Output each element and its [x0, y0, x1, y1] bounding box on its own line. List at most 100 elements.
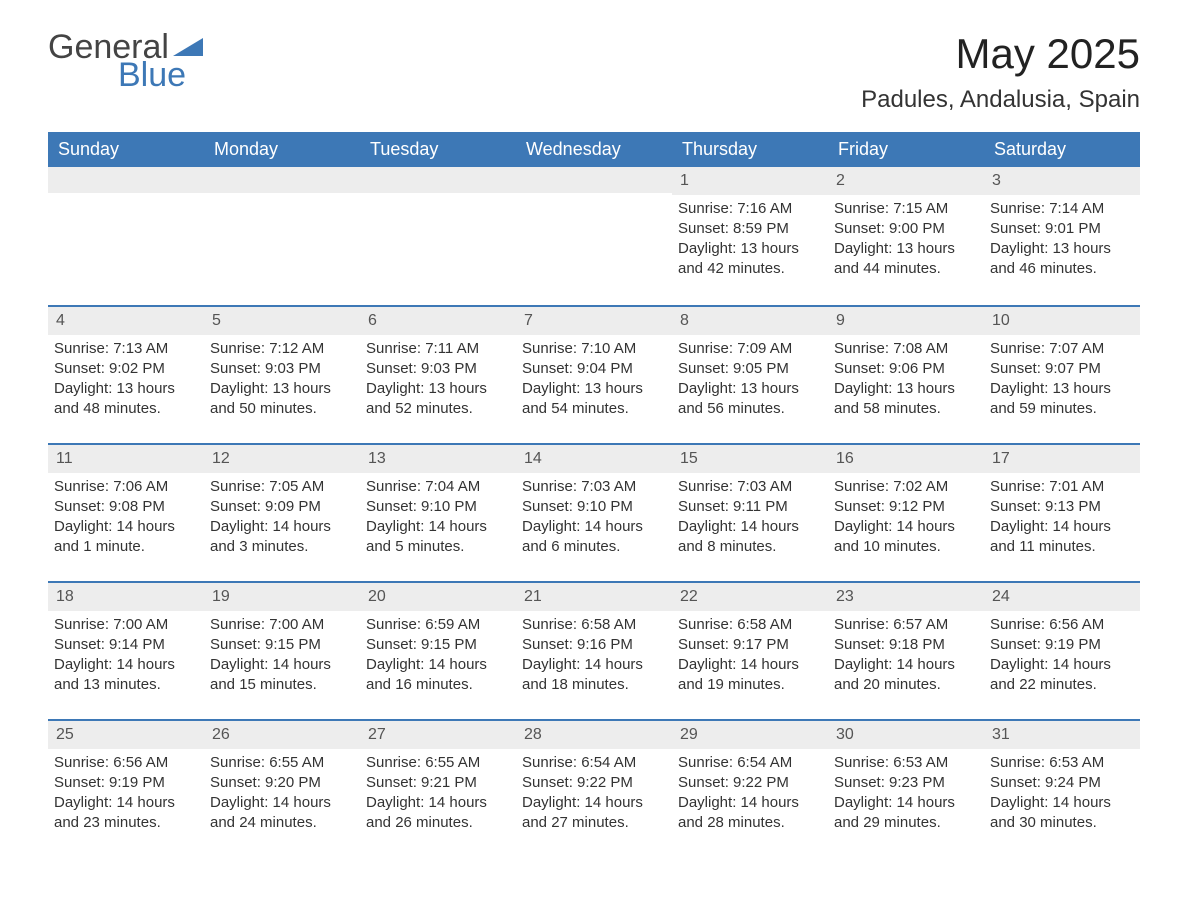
calendar-day: 27Sunrise: 6:55 AMSunset: 9:21 PMDayligh… — [360, 721, 516, 857]
day-header: Tuesday — [360, 132, 516, 167]
calendar-day: 16Sunrise: 7:02 AMSunset: 9:12 PMDayligh… — [828, 445, 984, 581]
calendar-day: 20Sunrise: 6:59 AMSunset: 9:15 PMDayligh… — [360, 583, 516, 719]
logo: General Blue — [48, 30, 203, 92]
sunset: Sunset: 9:19 PM — [54, 773, 198, 793]
daylight: Daylight: 13 hours and 46 minutes. — [990, 239, 1134, 280]
calendar-week: 4Sunrise: 7:13 AMSunset: 9:02 PMDaylight… — [48, 305, 1140, 443]
day-number — [516, 167, 672, 193]
sunrise: Sunrise: 6:55 AM — [366, 753, 510, 773]
calendar-day: 13Sunrise: 7:04 AMSunset: 9:10 PMDayligh… — [360, 445, 516, 581]
title-block: May 2025 Padules, Andalusia, Spain — [861, 30, 1140, 114]
daylight: Daylight: 13 hours and 54 minutes. — [522, 379, 666, 420]
day-header: Friday — [828, 132, 984, 167]
day-header: Saturday — [984, 132, 1140, 167]
sunrise: Sunrise: 6:56 AM — [54, 753, 198, 773]
daylight: Daylight: 14 hours and 29 minutes. — [834, 793, 978, 834]
calendar-day: 29Sunrise: 6:54 AMSunset: 9:22 PMDayligh… — [672, 721, 828, 857]
day-details: Sunrise: 7:06 AMSunset: 9:08 PMDaylight:… — [48, 473, 204, 568]
calendar-day: 31Sunrise: 6:53 AMSunset: 9:24 PMDayligh… — [984, 721, 1140, 857]
calendar-day: 11Sunrise: 7:06 AMSunset: 9:08 PMDayligh… — [48, 445, 204, 581]
sunrise: Sunrise: 7:10 AM — [522, 339, 666, 359]
calendar-day: 2Sunrise: 7:15 AMSunset: 9:00 PMDaylight… — [828, 167, 984, 305]
day-details — [516, 193, 672, 207]
day-number: 11 — [48, 445, 204, 473]
day-number: 21 — [516, 583, 672, 611]
calendar-day: 17Sunrise: 7:01 AMSunset: 9:13 PMDayligh… — [984, 445, 1140, 581]
daylight: Daylight: 13 hours and 56 minutes. — [678, 379, 822, 420]
day-details: Sunrise: 7:12 AMSunset: 9:03 PMDaylight:… — [204, 335, 360, 430]
calendar-day: 23Sunrise: 6:57 AMSunset: 9:18 PMDayligh… — [828, 583, 984, 719]
day-number: 30 — [828, 721, 984, 749]
day-number: 9 — [828, 307, 984, 335]
calendar-day: 9Sunrise: 7:08 AMSunset: 9:06 PMDaylight… — [828, 307, 984, 443]
daylight: Daylight: 14 hours and 26 minutes. — [366, 793, 510, 834]
daylight: Daylight: 14 hours and 23 minutes. — [54, 793, 198, 834]
sunrise: Sunrise: 6:54 AM — [522, 753, 666, 773]
day-details: Sunrise: 7:01 AMSunset: 9:13 PMDaylight:… — [984, 473, 1140, 568]
calendar-day: 28Sunrise: 6:54 AMSunset: 9:22 PMDayligh… — [516, 721, 672, 857]
calendar-day — [360, 167, 516, 305]
day-details: Sunrise: 7:08 AMSunset: 9:06 PMDaylight:… — [828, 335, 984, 430]
day-details: Sunrise: 6:59 AMSunset: 9:15 PMDaylight:… — [360, 611, 516, 706]
day-number: 3 — [984, 167, 1140, 195]
daylight: Daylight: 14 hours and 24 minutes. — [210, 793, 354, 834]
day-details: Sunrise: 7:13 AMSunset: 9:02 PMDaylight:… — [48, 335, 204, 430]
daylight: Daylight: 14 hours and 22 minutes. — [990, 655, 1134, 696]
day-number: 19 — [204, 583, 360, 611]
day-details: Sunrise: 7:14 AMSunset: 9:01 PMDaylight:… — [984, 195, 1140, 290]
daylight: Daylight: 13 hours and 59 minutes. — [990, 379, 1134, 420]
daylight: Daylight: 14 hours and 16 minutes. — [366, 655, 510, 696]
sunset: Sunset: 9:11 PM — [678, 497, 822, 517]
sunset: Sunset: 9:13 PM — [990, 497, 1134, 517]
calendar-day: 3Sunrise: 7:14 AMSunset: 9:01 PMDaylight… — [984, 167, 1140, 305]
calendar-day: 14Sunrise: 7:03 AMSunset: 9:10 PMDayligh… — [516, 445, 672, 581]
sunrise: Sunrise: 7:08 AM — [834, 339, 978, 359]
day-number: 17 — [984, 445, 1140, 473]
sunrise: Sunrise: 6:55 AM — [210, 753, 354, 773]
day-number: 15 — [672, 445, 828, 473]
location: Padules, Andalusia, Spain — [861, 86, 1140, 114]
daylight: Daylight: 14 hours and 8 minutes. — [678, 517, 822, 558]
day-number: 28 — [516, 721, 672, 749]
daylight: Daylight: 14 hours and 13 minutes. — [54, 655, 198, 696]
sunrise: Sunrise: 7:15 AM — [834, 199, 978, 219]
sunrise: Sunrise: 7:11 AM — [366, 339, 510, 359]
daylight: Daylight: 14 hours and 15 minutes. — [210, 655, 354, 696]
day-details: Sunrise: 7:03 AMSunset: 9:10 PMDaylight:… — [516, 473, 672, 568]
day-number: 23 — [828, 583, 984, 611]
daylight: Daylight: 14 hours and 20 minutes. — [834, 655, 978, 696]
day-details: Sunrise: 6:58 AMSunset: 9:16 PMDaylight:… — [516, 611, 672, 706]
daylight: Daylight: 14 hours and 1 minute. — [54, 517, 198, 558]
sunset: Sunset: 9:17 PM — [678, 635, 822, 655]
day-details: Sunrise: 6:53 AMSunset: 9:23 PMDaylight:… — [828, 749, 984, 844]
calendar-day: 18Sunrise: 7:00 AMSunset: 9:14 PMDayligh… — [48, 583, 204, 719]
calendar-day — [204, 167, 360, 305]
calendar-day: 19Sunrise: 7:00 AMSunset: 9:15 PMDayligh… — [204, 583, 360, 719]
calendar-week: 11Sunrise: 7:06 AMSunset: 9:08 PMDayligh… — [48, 443, 1140, 581]
day-details: Sunrise: 7:09 AMSunset: 9:05 PMDaylight:… — [672, 335, 828, 430]
day-details — [204, 193, 360, 207]
sunset: Sunset: 9:04 PM — [522, 359, 666, 379]
daylight: Daylight: 14 hours and 30 minutes. — [990, 793, 1134, 834]
day-details: Sunrise: 6:57 AMSunset: 9:18 PMDaylight:… — [828, 611, 984, 706]
calendar-day: 26Sunrise: 6:55 AMSunset: 9:20 PMDayligh… — [204, 721, 360, 857]
sunrise: Sunrise: 6:59 AM — [366, 615, 510, 635]
day-number: 20 — [360, 583, 516, 611]
sunset: Sunset: 9:09 PM — [210, 497, 354, 517]
sunrise: Sunrise: 7:14 AM — [990, 199, 1134, 219]
day-details: Sunrise: 6:55 AMSunset: 9:21 PMDaylight:… — [360, 749, 516, 844]
calendar-day: 22Sunrise: 6:58 AMSunset: 9:17 PMDayligh… — [672, 583, 828, 719]
day-number: 16 — [828, 445, 984, 473]
sunrise: Sunrise: 7:03 AM — [522, 477, 666, 497]
sunrise: Sunrise: 7:13 AM — [54, 339, 198, 359]
day-details: Sunrise: 6:55 AMSunset: 9:20 PMDaylight:… — [204, 749, 360, 844]
calendar-day: 15Sunrise: 7:03 AMSunset: 9:11 PMDayligh… — [672, 445, 828, 581]
day-number: 7 — [516, 307, 672, 335]
calendar-day: 8Sunrise: 7:09 AMSunset: 9:05 PMDaylight… — [672, 307, 828, 443]
day-details: Sunrise: 7:07 AMSunset: 9:07 PMDaylight:… — [984, 335, 1140, 430]
daylight: Daylight: 13 hours and 58 minutes. — [834, 379, 978, 420]
header: General Blue May 2025 Padules, Andalusia… — [48, 30, 1140, 114]
day-number: 26 — [204, 721, 360, 749]
day-number — [360, 167, 516, 193]
day-details: Sunrise: 7:15 AMSunset: 9:00 PMDaylight:… — [828, 195, 984, 290]
